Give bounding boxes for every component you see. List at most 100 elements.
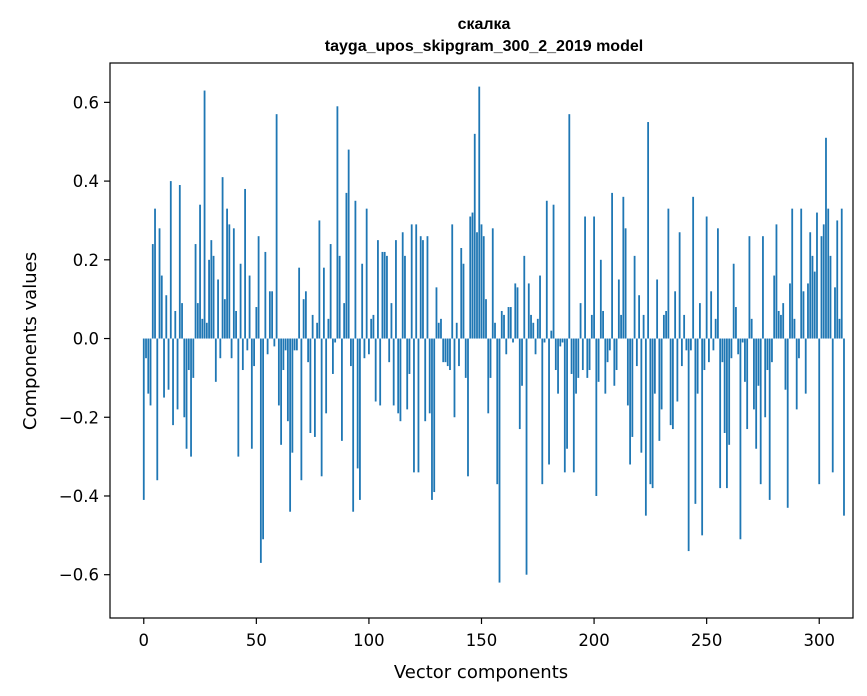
bar (644, 338, 647, 516)
bar (167, 338, 170, 390)
bar (399, 338, 402, 422)
bar (264, 251, 267, 339)
bar (142, 338, 145, 500)
bar (680, 338, 683, 367)
bar (473, 133, 476, 339)
bar (723, 338, 726, 433)
bar (388, 338, 391, 363)
bar (176, 338, 179, 410)
x-tick-label: 150 (466, 631, 498, 650)
bar (579, 303, 582, 339)
bar (381, 251, 384, 339)
bar (588, 338, 591, 371)
bar (390, 303, 393, 339)
bar (485, 299, 487, 339)
bar (419, 236, 422, 339)
bar (721, 338, 724, 363)
bar (825, 137, 827, 339)
bar (575, 338, 577, 394)
bar (557, 338, 559, 394)
bar (656, 279, 659, 339)
bar (327, 318, 330, 339)
bar (739, 338, 742, 540)
bar (689, 338, 692, 351)
bar (820, 236, 823, 339)
bar (777, 310, 780, 339)
bar (156, 338, 159, 481)
bar (487, 338, 490, 414)
bar (221, 177, 224, 339)
bar (624, 228, 627, 339)
bar (178, 185, 181, 339)
bar (561, 338, 564, 343)
bar (345, 192, 348, 339)
bar (309, 338, 312, 433)
bar (813, 271, 816, 339)
bar (223, 299, 226, 339)
bar (302, 299, 305, 339)
bar (586, 338, 589, 378)
bar (451, 224, 454, 339)
bar (559, 338, 562, 347)
bar (534, 338, 537, 355)
bar (431, 338, 433, 500)
bar (266, 338, 269, 355)
bar (748, 236, 751, 339)
bar (728, 338, 731, 445)
bar (570, 338, 573, 374)
bar (584, 216, 586, 339)
y-tick-label: 0.6 (73, 93, 99, 112)
bar (676, 338, 679, 402)
bar (525, 338, 528, 575)
x-tick-label: 200 (578, 631, 610, 650)
bar (595, 338, 598, 496)
bar (836, 220, 839, 339)
bar (406, 338, 409, 410)
x-tick-label: 50 (246, 631, 267, 650)
bar (232, 228, 235, 339)
bar (185, 338, 188, 449)
bar (719, 338, 722, 489)
bar (291, 338, 294, 453)
bar (800, 208, 803, 339)
bar (615, 338, 618, 371)
bar (804, 338, 807, 394)
x-tick-label: 100 (353, 631, 385, 650)
bar (665, 310, 668, 339)
bar (268, 291, 271, 339)
bar (829, 255, 832, 339)
bar (482, 236, 485, 339)
bar (818, 338, 821, 485)
bar (426, 236, 429, 339)
y-tick-label: −0.6 (59, 566, 99, 585)
bar (246, 338, 249, 351)
bar (822, 224, 825, 339)
bar (347, 149, 350, 339)
bar (365, 208, 368, 339)
bar (606, 338, 609, 363)
bar (417, 338, 420, 473)
bar (597, 338, 600, 382)
bar (669, 338, 672, 426)
bar (298, 267, 301, 339)
bar (219, 338, 222, 359)
bar (149, 338, 152, 406)
bar (289, 338, 292, 512)
bar (383, 251, 386, 339)
y-tick-label: −0.4 (59, 487, 99, 506)
bar (764, 338, 767, 418)
bar (163, 338, 165, 398)
bar (311, 314, 314, 339)
bar (300, 338, 303, 481)
bar (782, 303, 785, 339)
bar (780, 314, 782, 339)
bar (455, 322, 458, 339)
bar (370, 318, 373, 339)
bar (532, 322, 535, 339)
bar (408, 338, 411, 374)
bar (737, 338, 740, 355)
bar (401, 232, 404, 339)
bar (703, 338, 706, 371)
bar (262, 338, 264, 540)
bar (374, 338, 377, 402)
